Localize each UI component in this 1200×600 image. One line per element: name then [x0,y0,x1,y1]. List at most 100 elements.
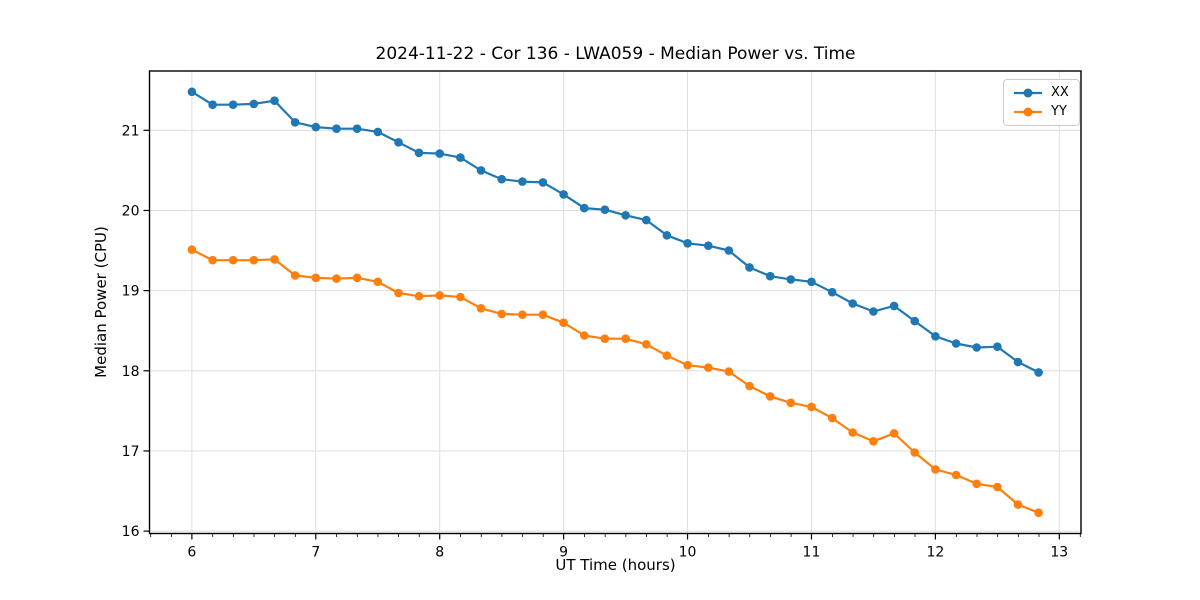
series-yy-point [270,255,279,264]
series-yy-point [827,413,837,423]
series-xx-point [249,99,259,109]
x-tick-label: 6 [187,545,196,561]
series-yy-point [683,360,692,370]
series-xx-point [786,275,796,284]
series-xx-point [683,239,692,248]
y-tick-label: 20 [122,203,140,219]
series-yy-point [538,310,548,320]
x-tick-label: 13 [1050,545,1068,561]
series-xx-point [745,263,754,272]
series-yy-point [414,291,424,301]
series-yy-point [786,398,796,408]
series-yy-point [889,429,899,438]
series-yy-point [352,273,362,283]
series-xx-point [311,122,321,132]
series-xx-point [600,205,610,214]
series-yy-point [187,245,197,254]
x-tick-label: 10 [679,545,697,561]
series-xx-point [993,342,1002,352]
chart-title: 2024-11-22 - Cor 136 - LWA059 - Median P… [375,44,856,64]
series-xx-point [1034,368,1043,377]
series-xx-point [642,215,651,225]
legend: XX YY [1003,79,1080,126]
legend-label-yy: YY [1051,104,1067,119]
series-yy-point [600,334,610,344]
series-xx-point [208,100,217,109]
series-xx-point [352,124,362,133]
x-tick-label: 12 [926,545,944,561]
series-yy-point [993,482,1002,492]
series-xx-point [765,271,775,281]
series-xx-point [228,100,238,109]
series-yy-point [559,318,568,328]
series-yy-point [518,310,527,320]
series-xx-point [497,174,507,184]
legend-label-xx: XX [1051,85,1069,100]
series-yy-point [249,255,259,265]
series-yy-point [373,277,383,287]
series-xx-line [191,90,1040,374]
series-yy-point [1034,508,1043,517]
legend-item-yy: YY [1013,104,1069,120]
series-xx-point [332,124,341,133]
series-xx-point [724,246,734,255]
x-tick-label: 8 [435,545,444,561]
series-yy-point [704,363,713,372]
series-yy-point [456,292,465,302]
y-tick-label: 21 [122,123,140,139]
series-yy-point [311,273,321,283]
series-xx-point [889,301,899,311]
series-xx-point [476,166,486,175]
series-yy-point [394,288,403,298]
y-tick-label: 17 [122,444,140,460]
series-xx-point [972,343,981,352]
series-yy-point [951,470,961,480]
series-xx-point [518,177,527,186]
series-yy-point [869,437,878,446]
series-xx-point [373,127,383,137]
y-axis-label: Median Power (CPU) [92,226,110,378]
series-xx-point [869,307,878,316]
series-yy-point [807,402,816,412]
series-xx-point [435,149,445,158]
series-yy-point [621,334,630,344]
series-yy-line [191,248,1040,514]
series-xx-point [621,211,630,220]
series-yy-point [332,274,341,283]
series-xx-point [848,299,857,308]
series-xx-point [290,118,300,127]
series-xx-point [559,190,568,199]
legend-item-xx: XX [1013,85,1069,101]
series-yy-point [848,428,857,437]
series-yy-point [497,309,507,319]
legend-marker-yy-icon [1014,107,1042,117]
series-yy-point [972,479,981,489]
series-xx-point [394,138,403,147]
series-yy-point [662,351,672,360]
plot-frame [148,70,1082,535]
series-yy-point [435,291,445,300]
series-xx-point [931,332,940,341]
x-axis-label: UT Time (hours) [555,556,676,574]
series-yy-point [931,465,940,474]
series-xx-point [704,241,713,250]
y-tick-label: 16 [122,524,140,540]
series-xx-point [1013,357,1023,367]
y-tick-label: 19 [122,284,140,300]
series-yy-point [580,331,589,340]
series-xx-point [456,153,465,162]
series-xx-point [951,339,961,348]
legend-marker-xx-icon [1014,88,1042,98]
series-xx-point [827,287,837,297]
series-yy-point [724,367,734,376]
series-xx-point [580,203,589,213]
series-xx-point [662,231,672,240]
series-yy-point [476,304,486,313]
series-yy-point [910,448,919,457]
x-tick-label: 9 [559,545,568,561]
series-xx-point [270,96,279,105]
series-yy-point [642,340,651,349]
series-xx-point [807,277,816,287]
